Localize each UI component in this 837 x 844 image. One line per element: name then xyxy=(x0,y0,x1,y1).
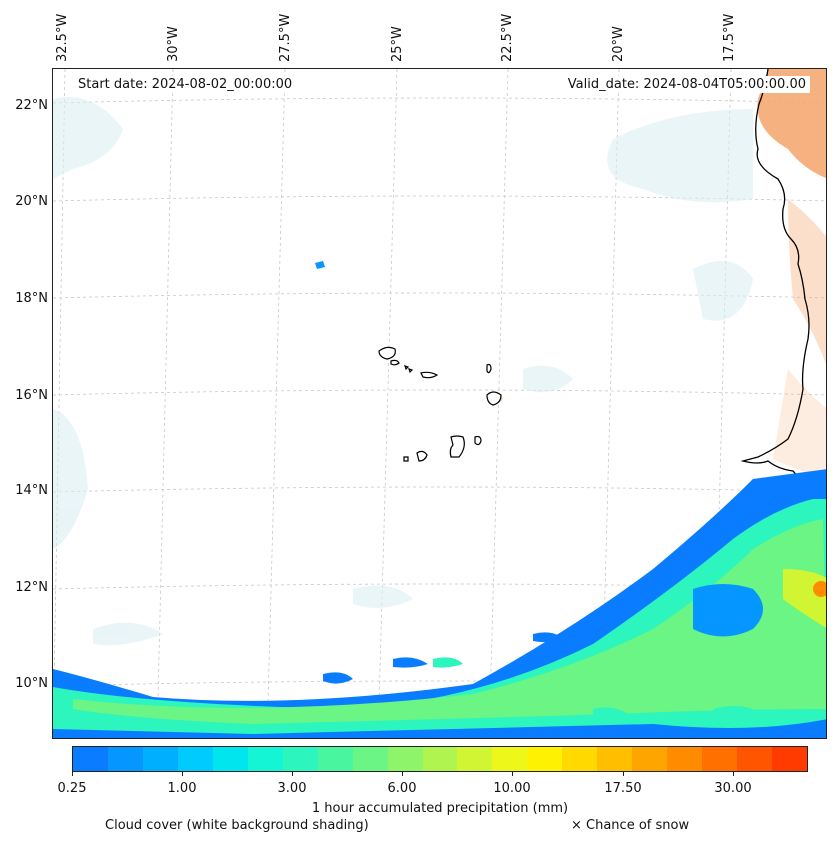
latitude-label: 16°N xyxy=(15,388,48,403)
coastline xyxy=(740,69,826,490)
colorbar-tick-label: 10.00 xyxy=(493,781,531,796)
colorbar-tick-mark xyxy=(182,772,183,776)
colorbar-tick-label: 1.00 xyxy=(167,781,197,796)
cloud-cover-shading xyxy=(53,97,753,646)
colorbar-title: 1 hour accumulated precipitation (mm) xyxy=(311,801,569,816)
latitude-label: 12°N xyxy=(15,580,48,595)
colorbar-segment xyxy=(247,747,283,771)
cloud-cover-note: Cloud cover (white background shading) xyxy=(105,818,369,833)
snow-note: × Chance of snow xyxy=(571,818,690,833)
latitude-label: 18°N xyxy=(15,291,48,306)
colorbar-tick-mark xyxy=(512,772,513,776)
map-canvas xyxy=(53,69,826,738)
longitude-label: 22.5°W xyxy=(500,13,515,62)
map-panel xyxy=(52,68,827,739)
valid-date-label: Valid_date: 2024-08-04T05:00:00.00 xyxy=(563,76,810,93)
colorbar-tick-label: 6.00 xyxy=(387,781,417,796)
colorbar-segment xyxy=(177,747,213,771)
colorbar-segment xyxy=(457,747,493,771)
latitude-label: 14°N xyxy=(15,483,48,498)
colorbar-tick-mark xyxy=(402,772,403,776)
colorbar-tick-label: 30.00 xyxy=(714,781,752,796)
colorbar-segment xyxy=(352,747,388,771)
colorbar-tick-mark xyxy=(623,772,624,776)
start-date-label: Start date: 2024-08-02_00:00:00 xyxy=(74,76,297,93)
colorbar-tick-label: 0.25 xyxy=(57,781,87,796)
longitude-label: 17.5°W xyxy=(722,13,737,62)
colorbar-segment xyxy=(107,747,143,771)
colorbar-segment xyxy=(702,747,738,771)
colorbar-tick-label: 17.50 xyxy=(604,781,642,796)
colorbar-segment xyxy=(597,747,633,771)
colorbar-tick-label: 3.00 xyxy=(277,781,307,796)
colorbar-segment xyxy=(632,747,668,771)
longitude-label: 27.5°W xyxy=(278,13,293,62)
colorbar xyxy=(72,746,808,772)
colorbar-segment xyxy=(73,747,108,771)
latitude-label: 22°N xyxy=(15,98,48,113)
colorbar-segment xyxy=(667,747,703,771)
cape-verde-islands xyxy=(378,346,502,462)
colorbar-segment xyxy=(492,747,528,771)
colorbar-segment xyxy=(422,747,458,771)
precipitation-patch xyxy=(315,261,325,269)
colorbar-tick-mark xyxy=(72,772,73,776)
colorbar-segment xyxy=(562,747,598,771)
land-shading xyxy=(488,69,826,479)
longitude-label: 30°W xyxy=(166,26,181,62)
colorbar-tick-mark xyxy=(733,772,734,776)
colorbar-tick-mark xyxy=(292,772,293,776)
colorbar-segment xyxy=(142,747,178,771)
longitude-label: 32.5°W xyxy=(55,13,70,62)
colorbar-segment xyxy=(527,747,563,771)
latitude-label: 10°N xyxy=(15,676,48,691)
colorbar-segment xyxy=(387,747,423,771)
precipitation-band xyxy=(53,469,826,738)
longitude-label: 25°W xyxy=(390,26,405,62)
colorbar-segment xyxy=(212,747,248,771)
colorbar-segment xyxy=(772,747,808,771)
colorbar-segment xyxy=(317,747,353,771)
colorbar-segment xyxy=(282,747,318,771)
longitude-label: 20°W xyxy=(611,26,626,62)
colorbar-segment xyxy=(737,747,773,771)
latitude-label: 20°N xyxy=(15,194,48,209)
